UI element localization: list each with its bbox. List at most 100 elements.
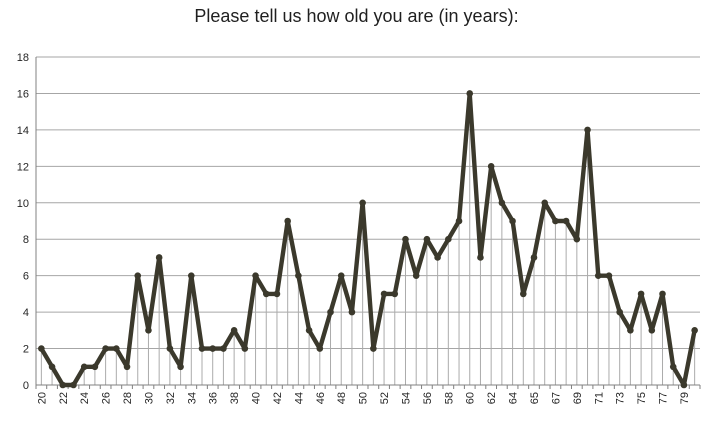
- data-point-marker: [487, 163, 495, 170]
- data-point-marker: [262, 290, 270, 298]
- x-tick-label: 44: [293, 392, 305, 404]
- x-tick-label: 65: [529, 392, 541, 404]
- data-line-series: [39, 91, 697, 388]
- data-point-marker: [48, 363, 56, 371]
- y-tick-label: 18: [17, 52, 29, 64]
- data-point-marker: [573, 235, 581, 243]
- x-tick-label: 46: [315, 392, 327, 404]
- data-point-marker: [284, 217, 291, 225]
- data-point-marker: [637, 290, 645, 298]
- x-tick-label: 20: [36, 392, 48, 404]
- x-tick-label: 69: [572, 392, 584, 404]
- x-tick-label: 52: [379, 392, 391, 404]
- data-point-marker: [198, 345, 206, 352]
- x-tick-label: 30: [143, 392, 155, 404]
- data-point-marker: [252, 272, 259, 279]
- x-tick-label: 71: [593, 392, 605, 404]
- data-point-marker: [370, 345, 377, 352]
- data-point-marker: [562, 217, 570, 225]
- data-point-marker: [605, 272, 613, 279]
- data-point-marker: [145, 327, 152, 334]
- data-point-marker: [648, 327, 656, 334]
- x-tick-label: 50: [358, 392, 370, 404]
- data-point-marker: [477, 254, 484, 261]
- x-tick-label: 77: [658, 392, 670, 404]
- data-point-marker: [455, 217, 463, 225]
- x-tick-label: 42: [272, 392, 284, 404]
- data-point-marker: [155, 254, 163, 261]
- data-point-marker: [541, 199, 549, 207]
- data-point-marker: [59, 381, 67, 389]
- x-tick-label: 34: [186, 392, 198, 404]
- x-tick-label: 58: [443, 392, 455, 404]
- x-tick-label: 73: [615, 392, 627, 404]
- data-point-marker: [305, 327, 313, 334]
- data-point-marker: [177, 363, 184, 371]
- data-point-marker: [327, 308, 334, 316]
- data-point-marker: [134, 272, 142, 279]
- x-tick-label: 26: [101, 392, 113, 404]
- x-tick-label: 36: [208, 392, 220, 404]
- data-point-marker: [209, 345, 217, 352]
- chart-title: Please tell us how old you are (in years…: [194, 6, 519, 26]
- y-tick-label: 10: [17, 198, 29, 210]
- x-tick-label: 24: [79, 392, 91, 404]
- data-point-marker: [241, 345, 249, 352]
- data-point-marker: [445, 235, 452, 243]
- y-tick-label: 8: [23, 234, 29, 246]
- data-point-marker: [337, 272, 345, 279]
- x-tick-label: 54: [400, 392, 412, 404]
- y-tick-label: 12: [17, 161, 29, 173]
- data-point-marker: [552, 217, 559, 225]
- data-point-marker: [295, 272, 302, 279]
- data-point-marker: [359, 199, 366, 207]
- data-point-marker: [616, 308, 623, 316]
- x-tick-label: 79: [679, 392, 691, 404]
- x-tick-label: 28: [122, 392, 134, 404]
- data-point-marker: [402, 235, 409, 243]
- data-point-marker: [412, 272, 420, 279]
- data-point-marker: [102, 345, 109, 352]
- data-point-marker: [584, 126, 591, 134]
- data-point-marker: [391, 290, 399, 298]
- x-tick-label: 32: [165, 392, 177, 404]
- data-point-marker: [498, 199, 506, 207]
- y-tick-label: 4: [23, 307, 29, 319]
- data-point-marker: [466, 90, 474, 97]
- data-point-marker: [509, 217, 516, 225]
- x-tick-label: 56: [422, 392, 434, 404]
- data-point-marker: [166, 345, 174, 352]
- data-point-marker: [316, 345, 324, 352]
- y-tick-label: 14: [17, 125, 29, 137]
- x-tick-label: 60: [465, 392, 477, 404]
- data-point-marker: [669, 363, 677, 371]
- x-tick-label: 75: [636, 392, 648, 404]
- data-point-marker: [123, 363, 131, 371]
- data-point-marker: [348, 308, 356, 316]
- x-tick-label: 64: [508, 392, 520, 404]
- data-point-marker: [380, 290, 388, 298]
- data-point-marker: [423, 235, 431, 243]
- data-point-marker: [230, 327, 238, 334]
- data-point-marker: [691, 327, 698, 334]
- data-point-marker: [80, 363, 88, 371]
- data-point-marker: [627, 327, 634, 334]
- data-point-marker: [659, 290, 666, 298]
- x-tick-label: 67: [550, 392, 562, 404]
- data-point-marker: [70, 381, 77, 389]
- data-point-marker: [680, 381, 688, 389]
- y-tick-label: 0: [23, 380, 29, 392]
- data-point-marker: [91, 363, 99, 371]
- data-point-marker: [220, 345, 227, 352]
- x-tick-label: 48: [336, 392, 348, 404]
- data-point-marker: [434, 254, 441, 261]
- data-point-marker: [594, 272, 602, 279]
- x-tick-label: 22: [58, 392, 70, 404]
- x-tick-label: 38: [229, 392, 241, 404]
- y-tick-label: 16: [17, 88, 29, 100]
- x-tick-label: 40: [251, 392, 263, 404]
- data-point-marker: [519, 290, 527, 298]
- data-point-marker: [113, 345, 120, 352]
